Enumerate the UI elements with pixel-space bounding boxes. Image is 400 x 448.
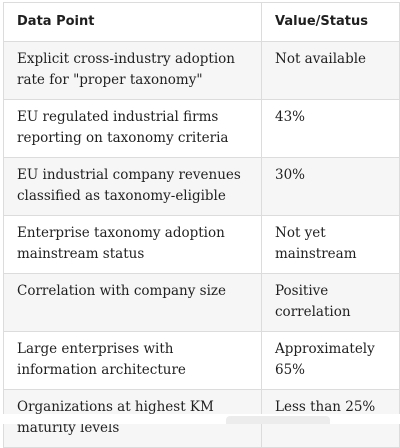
table-header-row: Data Point Value/Status [3,2,400,42]
table-row: Large enterprises with information archi… [3,331,400,390]
scroll-hint-tab[interactable] [226,416,330,424]
value-status-cell: 43% [261,99,400,158]
data-table: Data Point Value/Status Explicit cross-i… [3,2,400,448]
data-point-cell: Large enterprises with information archi… [3,331,262,390]
data-point-cell: Enterprise taxonomy adoption mainstream … [3,215,262,274]
data-point-cell: EU industrial company revenues classifie… [3,157,262,216]
data-point-cell: EU regulated industrial firms reporting … [3,99,262,158]
column-header-value-status: Value/Status [261,2,400,42]
data-point-cell: Correlation with company size [3,273,262,332]
value-status-cell: Not yet mainstream [261,215,400,274]
bottom-fade [0,414,400,424]
table-row: EU regulated industrial firms reporting … [3,99,400,158]
value-status-cell: 30% [261,157,400,216]
table-row: Enterprise taxonomy adoption mainstream … [3,215,400,274]
column-header-data-point: Data Point [3,2,262,42]
data-point-cell: Explicit cross-industry adoption rate fo… [3,41,262,100]
table-row: EU industrial company revenues classifie… [3,157,400,216]
value-status-cell: Positive correlation [261,273,400,332]
table-row: Explicit cross-industry adoption rate fo… [3,41,400,100]
value-status-cell: Not available [261,41,400,100]
data-table-container: Data Point Value/Status Explicit cross-i… [3,2,400,448]
table-row: Correlation with company size Positive c… [3,273,400,332]
value-status-cell: Approximately 65% [261,331,400,390]
